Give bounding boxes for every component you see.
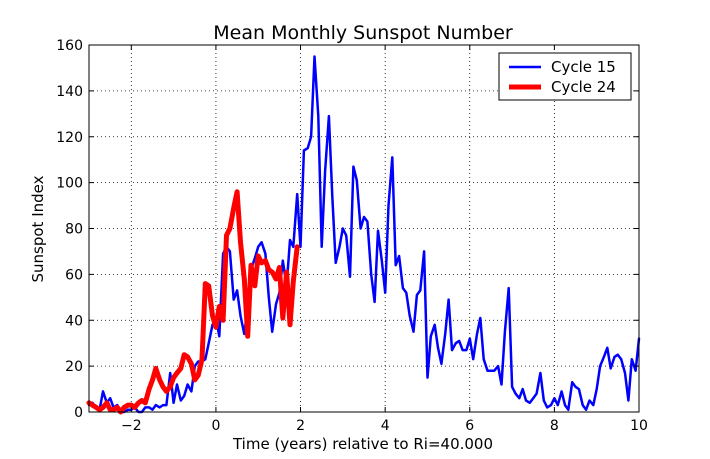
legend: Cycle 15 Cycle 24 (498, 52, 632, 101)
y-tick-label: 100 (56, 176, 83, 192)
chart-title: Mean Monthly Sunspot Number (213, 22, 513, 44)
y-tick-label: 140 (56, 84, 83, 100)
series-line-cycle-15 (87, 55, 641, 414)
y-tick-label: 120 (56, 130, 83, 146)
x-tick-label: 0 (211, 418, 220, 434)
y-axis-label: Sunspot Index (29, 175, 47, 282)
y-tick-label: 80 (65, 222, 83, 238)
series-line-cycle-24 (86, 189, 300, 415)
legend-label: Cycle 15 (551, 58, 616, 76)
x-axis-label: Time (years) relative to Ri=40.000 (232, 435, 493, 453)
x-tick-label: −2 (121, 418, 142, 434)
legend-label: Cycle 24 (551, 78, 616, 96)
x-tick-label: 8 (550, 418, 559, 434)
plot-lines (86, 55, 641, 415)
y-tick-label: 0 (74, 405, 83, 421)
y-tick-label: 40 (65, 313, 83, 329)
x-tick-label: 10 (630, 418, 648, 434)
y-tick-label: 20 (65, 359, 83, 375)
x-tick-label: 2 (296, 418, 305, 434)
y-tick-label: 160 (56, 38, 83, 54)
x-tick-label: 6 (465, 418, 474, 434)
x-tick-label: 4 (381, 418, 390, 434)
legend-box (498, 52, 632, 101)
plot-frame (88, 44, 640, 413)
y-tick-label: 60 (65, 267, 83, 283)
